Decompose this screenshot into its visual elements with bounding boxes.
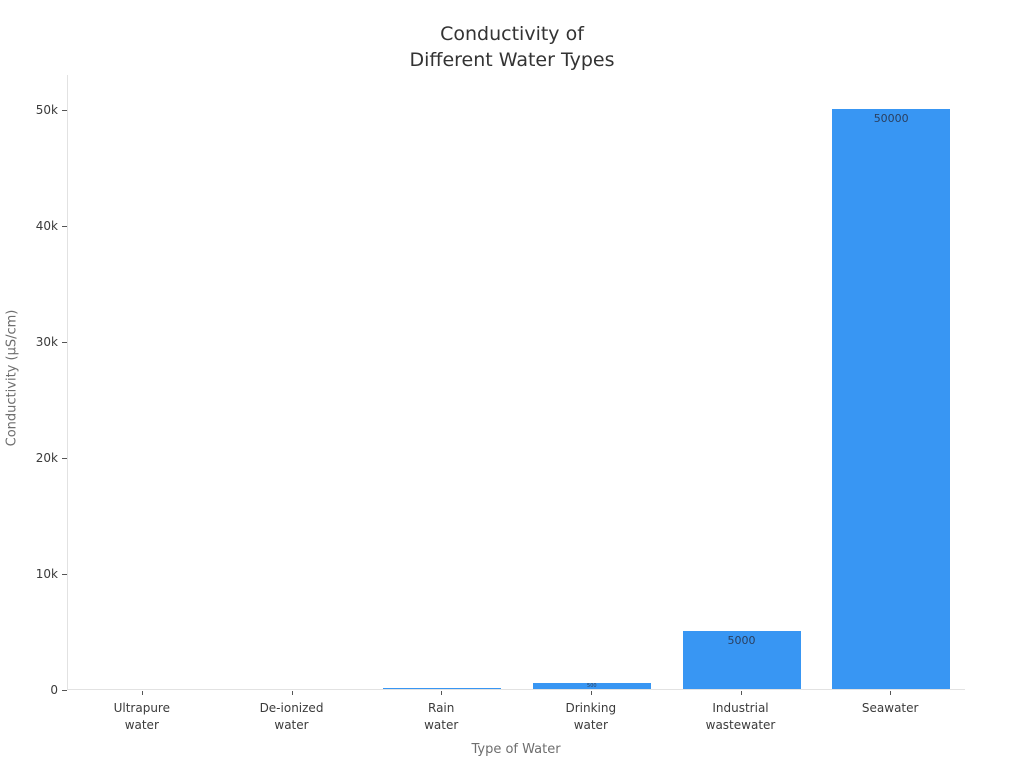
y-tick-label: 0 (50, 683, 58, 697)
x-category-label-de-ionized-water: De-ionized water (259, 701, 324, 732)
y-tick-label: 50k (35, 102, 58, 117)
y-tick-mark (62, 110, 67, 111)
plot-area: 500 5000 50000 (67, 75, 965, 690)
x-tick-mark (291, 691, 293, 695)
bar-industrial-wastewater: 5000 (682, 631, 801, 689)
x-category-label-ultrapure-water: Ultrapure water (113, 701, 170, 732)
y-tick-mark (62, 574, 67, 575)
x-category-label-drinking-water: Drinking water (565, 701, 617, 732)
x-tick-mark (590, 691, 592, 695)
bar-seawater: 50000 (832, 109, 951, 689)
y-tick-label: 40k (35, 218, 58, 233)
y-tick-mark (62, 342, 67, 343)
bar-drinking-water: 500 (532, 683, 651, 689)
bar-value-label: 500 (587, 683, 597, 689)
y-tick-label: 20k (35, 450, 58, 465)
x-category-label-industrial-wastewater: Industrial wastewater (705, 701, 776, 732)
chart-title-line1: Conductivity of (440, 23, 584, 45)
x-tick-mark (441, 691, 443, 695)
bar-rain-water (383, 688, 502, 689)
chart-title-line2: Different Water Types (409, 49, 615, 71)
y-tick-label: 30k (35, 334, 58, 349)
x-axis-title: Type of Water (471, 742, 561, 757)
y-tick-mark (62, 690, 67, 691)
bar-value-label: 50000 (873, 113, 909, 125)
y-tick-mark (62, 226, 67, 227)
bar-value-label: 5000 (727, 635, 756, 647)
y-tick-mark (62, 458, 67, 459)
x-category-label-seawater: Seawater (861, 701, 919, 715)
x-tick-mark (141, 691, 143, 695)
y-tick-label: 10k (35, 567, 58, 581)
x-category-label-rain-water: Rain water (424, 701, 459, 732)
x-tick-mark (890, 691, 892, 695)
chart-title: Conductivity of Different Water Types (0, 21, 1024, 73)
x-tick-mark (740, 691, 742, 695)
y-axis-title: Conductivity (μS/cm) (4, 309, 20, 447)
